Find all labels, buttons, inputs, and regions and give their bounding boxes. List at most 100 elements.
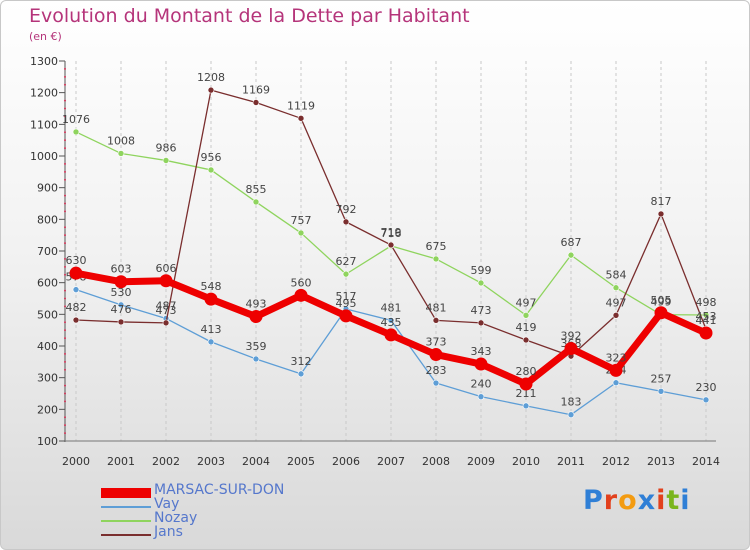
- data-label-marsac-sur-don-2003: 548: [201, 280, 222, 293]
- point-jans-2005: [297, 115, 305, 122]
- y-minor-tick: [64, 67, 66, 70]
- x-tick-label-2008: 2008: [422, 455, 450, 468]
- data-label-jans-2005: 1119: [287, 99, 315, 112]
- data-label-vay-2001: 530: [111, 286, 132, 299]
- y-minor-tick: [64, 162, 66, 165]
- point-marsac-sur-don-2000: [69, 266, 83, 280]
- chart-title: Evolution du Montant de la Dette par Hab…: [29, 5, 470, 27]
- data-label-marsac-sur-don-2014: 441: [696, 314, 717, 327]
- y-tick-label-100: 100: [37, 435, 58, 448]
- legend-swatch-jans: [101, 534, 151, 536]
- y-minor-tick: [64, 273, 66, 276]
- logo-letter: i: [680, 485, 691, 516]
- data-label-vay-2005: 312: [291, 355, 312, 368]
- legend-swatch-vay: [101, 506, 151, 508]
- y-minor-tick: [64, 321, 66, 324]
- y-minor-tick: [64, 210, 66, 213]
- data-label-nozay-2006: 627: [336, 255, 357, 268]
- point-nozay-2010: [522, 311, 530, 319]
- data-label-nozay-2004: 855: [246, 183, 267, 196]
- y-minor-tick: [64, 352, 66, 355]
- data-label-nozay-2008: 675: [426, 240, 447, 253]
- y-tick-label-900: 900: [37, 182, 58, 195]
- x-tick-label-2010: 2010: [512, 455, 540, 468]
- y-minor-tick: [64, 392, 66, 395]
- data-label-jans-2001: 476: [111, 303, 132, 316]
- y-minor-tick: [64, 202, 66, 205]
- data-label-marsac-sur-don-2007: 435: [381, 316, 402, 329]
- data-label-marsac-sur-don-2010: 280: [516, 365, 537, 378]
- y-tick-label-1000: 1000: [30, 150, 58, 163]
- data-label-vay-2007: 481: [381, 301, 402, 314]
- point-marsac-sur-don-2001: [114, 275, 128, 289]
- point-nozay-2000: [72, 128, 80, 136]
- y-minor-tick: [64, 265, 66, 268]
- point-jans-2006: [342, 218, 350, 226]
- data-label-marsac-sur-don-2006: 495: [336, 297, 357, 310]
- y-minor-tick: [64, 75, 66, 78]
- x-tick-label-2001: 2001: [107, 455, 135, 468]
- legend-label-marsac-sur-don: MARSAC-SUR-DON: [154, 482, 285, 498]
- point-nozay-2001: [117, 150, 125, 157]
- x-tick-label-2012: 2012: [602, 455, 630, 468]
- data-label-nozay-2005: 757: [291, 214, 312, 227]
- logo-letter: i: [656, 485, 667, 516]
- y-tick-label-800: 800: [37, 213, 58, 226]
- y-minor-tick: [64, 170, 66, 173]
- y-minor-tick: [64, 242, 66, 245]
- data-label-jans-2002: 473: [156, 304, 177, 317]
- logo-letter: r: [603, 485, 619, 516]
- data-label-marsac-sur-don-2005: 560: [291, 276, 312, 289]
- data-label-nozay-2012: 584: [606, 269, 627, 282]
- data-label-jans-2012: 497: [606, 296, 627, 309]
- y-minor-tick: [64, 83, 66, 86]
- data-label-marsac-sur-don-2009: 343: [471, 345, 492, 358]
- y-minor-tick: [64, 368, 66, 371]
- data-label-nozay-2001: 1008: [107, 134, 135, 147]
- x-tick-label-2013: 2013: [647, 455, 675, 468]
- point-marsac-sur-don-2003: [204, 292, 218, 306]
- data-label-vay-2009: 240: [471, 378, 492, 391]
- data-label-jans-2004: 1169: [242, 83, 270, 96]
- chart-unit: (en €): [29, 30, 62, 43]
- point-nozay-2009: [477, 279, 485, 287]
- point-vay-2010: [522, 402, 530, 410]
- y-minor-tick: [64, 384, 66, 387]
- point-jans-2010: [522, 336, 530, 344]
- point-nozay-2005: [297, 229, 305, 237]
- data-label-vay-2010: 211: [516, 387, 537, 400]
- data-label-nozay-2010: 497: [516, 296, 537, 309]
- legend-label-jans: Jans: [154, 524, 183, 540]
- data-label-vay-2004: 359: [246, 340, 267, 353]
- point-nozay-2004: [252, 198, 260, 206]
- data-label-jans-2008: 481: [426, 301, 447, 314]
- point-jans-2009: [477, 319, 485, 327]
- data-label-jans-2006: 792: [336, 203, 357, 216]
- y-tick-label-300: 300: [37, 372, 58, 385]
- y-tick-label-400: 400: [37, 340, 58, 353]
- point-marsac-sur-don-2004: [249, 310, 263, 324]
- y-tick-label-600: 600: [37, 277, 58, 290]
- data-label-marsac-sur-don-2001: 603: [111, 263, 132, 276]
- point-vay-2001: [117, 301, 125, 309]
- point-vay-2004: [252, 355, 260, 363]
- point-jans-2000: [72, 316, 80, 324]
- y-minor-tick: [64, 234, 66, 237]
- data-label-nozay-2000: 1076: [62, 113, 90, 126]
- data-label-vay-2014: 230: [696, 381, 717, 394]
- point-marsac-sur-don-2005: [294, 288, 308, 302]
- point-jans-2007: [387, 241, 395, 249]
- point-vay-2009: [477, 393, 485, 400]
- y-minor-tick: [64, 257, 66, 260]
- point-nozay-2011: [567, 251, 575, 259]
- y-minor-tick: [64, 115, 66, 118]
- y-minor-tick: [64, 424, 66, 427]
- data-label-marsac-sur-don-2000: 630: [66, 254, 87, 267]
- point-nozay-2012: [612, 284, 620, 292]
- data-label-jans-2000: 482: [66, 301, 87, 314]
- data-label-jans-2013: 817: [651, 195, 672, 208]
- point-vay-2005: [297, 370, 305, 378]
- point-marsac-sur-don-2010: [519, 377, 533, 391]
- data-label-nozay-2013: 499: [651, 296, 672, 309]
